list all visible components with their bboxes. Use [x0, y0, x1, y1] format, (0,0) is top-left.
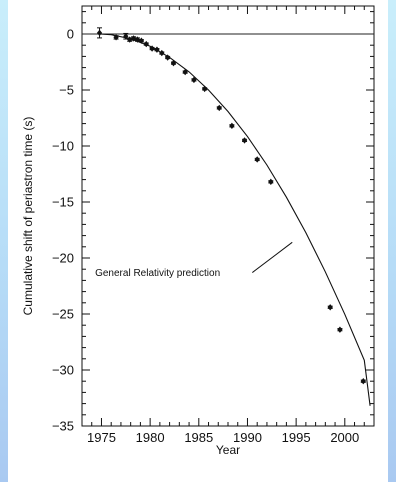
y-tick-label: −10 — [52, 139, 74, 154]
plot-frame — [81, 5, 375, 427]
data-point — [130, 35, 137, 42]
data-marker — [138, 37, 144, 44]
axis-ticks — [81, 6, 375, 427]
data-point — [113, 34, 119, 41]
data-point — [154, 46, 160, 53]
data-marker — [216, 104, 222, 112]
data-marker — [241, 137, 248, 144]
gr-prediction-curve — [99, 33, 371, 406]
data-marker — [134, 36, 141, 43]
data-marker — [143, 40, 149, 48]
y-tick-label: −30 — [52, 363, 74, 378]
data-marker — [96, 29, 103, 37]
data-marker — [337, 326, 343, 333]
x-tick-label: 1985 — [184, 430, 213, 445]
data-point — [241, 137, 248, 144]
data-marker — [360, 378, 366, 385]
y-tick-label: 0 — [67, 27, 74, 42]
data-point — [123, 32, 129, 40]
data-marker — [154, 46, 160, 53]
data-point — [191, 76, 197, 84]
data-marker — [254, 156, 260, 163]
x-tick-label: 2000 — [330, 430, 359, 445]
y-tick-label: −5 — [59, 83, 74, 98]
data-marker — [165, 54, 171, 61]
periastron-shift-chart: 0−5−10−15−20−25−30−35 1975 1980 1985 1990 19… — [21, 5, 375, 457]
data-point — [159, 49, 165, 57]
chart-frame: 0 −5 −10 −15 −20 −25 −30 −35 1975 1980 1985 1990 19… — [8, 0, 388, 482]
data-marker — [202, 85, 208, 93]
data-point — [337, 326, 343, 333]
data-point — [127, 36, 133, 43]
data-point — [138, 37, 144, 44]
x-axis-title: Year — [216, 443, 240, 457]
data-point — [229, 122, 235, 130]
data-point — [268, 178, 274, 186]
data-point — [170, 59, 177, 67]
x-tick-label: 1990 — [233, 430, 262, 445]
y-tick-label: −15 — [52, 195, 74, 210]
data-marker — [182, 68, 188, 76]
plot-border — [81, 5, 375, 427]
annotation-leader-line — [252, 241, 293, 273]
y-tick-label: −35 — [52, 419, 74, 434]
data-point — [149, 45, 155, 52]
gr-prediction-annotation: General Relativity prediction — [95, 268, 220, 279]
data-point — [202, 85, 208, 93]
data-marker — [130, 35, 137, 42]
data-point — [360, 378, 366, 385]
data-marker — [113, 34, 119, 41]
data-point — [254, 156, 260, 163]
y-axis-title: Cumulative shift of periastron time (s) — [21, 117, 35, 316]
data-marker — [123, 33, 129, 40]
data-marker — [327, 304, 333, 311]
data-marker — [191, 76, 197, 84]
data-point — [216, 104, 222, 112]
data-point — [143, 40, 149, 48]
data-marker — [170, 59, 177, 67]
data-marker — [149, 45, 155, 52]
y-tick-labels: 0 −5 −10 −15 −20 −25 −30 −35 — [52, 27, 74, 434]
data-marker — [159, 49, 165, 57]
data-point — [134, 36, 141, 43]
y-tick-label: −20 — [52, 251, 74, 266]
x-tick-label: 1975 — [87, 430, 116, 445]
measurement-points — [96, 27, 366, 385]
x-tick-label: 1995 — [282, 430, 311, 445]
data-marker — [127, 36, 133, 43]
data-point — [182, 68, 188, 76]
data-point — [327, 304, 333, 311]
data-marker — [229, 122, 235, 130]
data-point — [96, 27, 103, 39]
x-tick-label: 1980 — [136, 430, 165, 445]
y-tick-label: −25 — [52, 307, 74, 322]
data-point — [165, 54, 171, 61]
x-tick-labels: 1975 1980 1985 1990 1995 2000 — [87, 430, 359, 445]
data-marker — [268, 178, 274, 186]
